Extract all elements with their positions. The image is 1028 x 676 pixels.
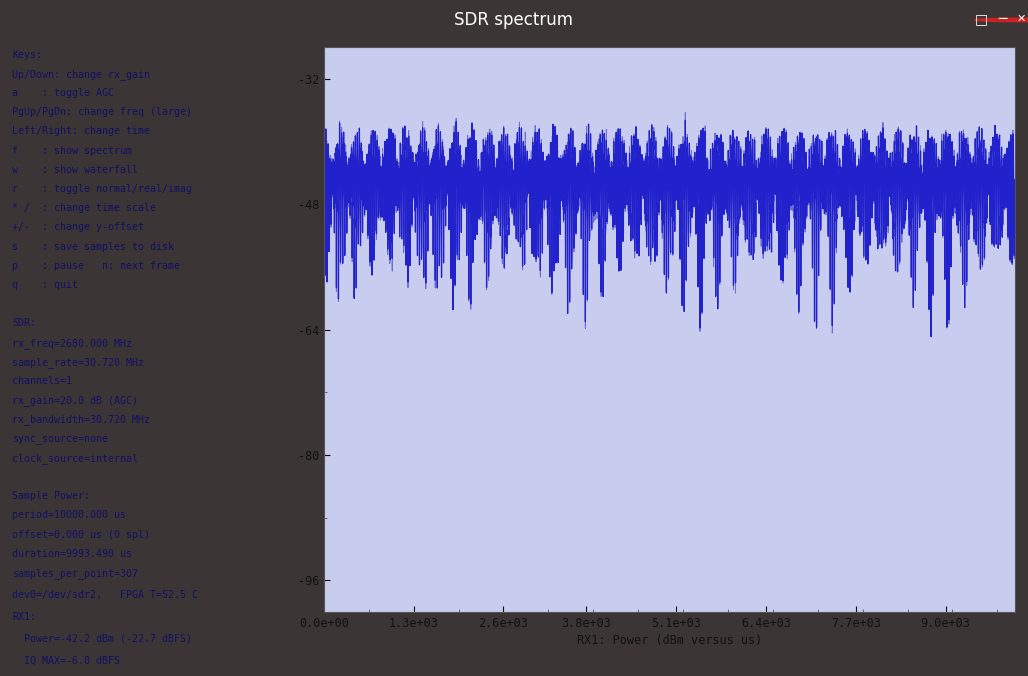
Text: * /  : change time scale: * / : change time scale — [12, 203, 156, 213]
Text: q    : quit: q : quit — [12, 280, 78, 290]
Text: sample_rate=30.720 MHz: sample_rate=30.720 MHz — [12, 357, 144, 368]
Text: □: □ — [976, 12, 988, 26]
Text: p    : pause   n: next frame: p : pause n: next frame — [12, 261, 180, 271]
Text: w    : show waterfall: w : show waterfall — [12, 165, 138, 175]
Text: Left/Right: change time: Left/Right: change time — [12, 126, 150, 137]
Text: samples_per_point=307: samples_per_point=307 — [12, 568, 138, 579]
Text: clock_source=internal: clock_source=internal — [12, 453, 138, 464]
Circle shape — [975, 18, 1028, 22]
Text: dev0=/dev/sdr2,   FPGA T=52.5 C: dev0=/dev/sdr2, FPGA T=52.5 C — [12, 590, 198, 600]
Text: +/-  : change y-offset: +/- : change y-offset — [12, 222, 144, 233]
Text: period=10000.000 us: period=10000.000 us — [12, 510, 126, 521]
Text: rx_gain=20.0 dB (AGC): rx_gain=20.0 dB (AGC) — [12, 395, 138, 406]
Text: a    : toggle AGC: a : toggle AGC — [12, 88, 114, 98]
Text: channels=1: channels=1 — [12, 376, 72, 386]
Text: duration=9993.490 us: duration=9993.490 us — [12, 549, 132, 559]
Text: offset=0.000 us (0 spl): offset=0.000 us (0 spl) — [12, 529, 150, 539]
Text: sync_source=none: sync_source=none — [12, 433, 108, 443]
Text: f    : show spectrum: f : show spectrum — [12, 145, 132, 155]
Text: rx_bandwidth=30.720 MHz: rx_bandwidth=30.720 MHz — [12, 414, 150, 425]
Text: s    : save samples to disk: s : save samples to disk — [12, 241, 174, 251]
Text: Up/Down: change rx_gain: Up/Down: change rx_gain — [12, 69, 150, 80]
Text: r    : toggle normal/real/imag: r : toggle normal/real/imag — [12, 184, 192, 194]
X-axis label: RX1: Power (dBm versus us): RX1: Power (dBm versus us) — [577, 634, 762, 647]
Text: Sample Power:: Sample Power: — [12, 491, 90, 501]
Text: PgUp/PgDn: change freq (large): PgUp/PgDn: change freq (large) — [12, 107, 192, 117]
Text: rx_freq=2680.000 MHz: rx_freq=2680.000 MHz — [12, 337, 132, 349]
Text: SDR spectrum: SDR spectrum — [454, 11, 574, 29]
Text: ─: ─ — [998, 12, 1006, 26]
Text: IQ MAX=-6.0 dBFS: IQ MAX=-6.0 dBFS — [12, 655, 120, 665]
Text: ✕: ✕ — [1016, 14, 1026, 24]
Text: Keys:: Keys: — [12, 50, 42, 59]
Text: RX1:: RX1: — [12, 612, 36, 622]
Text: Power=-42.2 dBm (-22.7 dBFS): Power=-42.2 dBm (-22.7 dBFS) — [12, 633, 192, 644]
Text: SDR:: SDR: — [12, 318, 36, 329]
